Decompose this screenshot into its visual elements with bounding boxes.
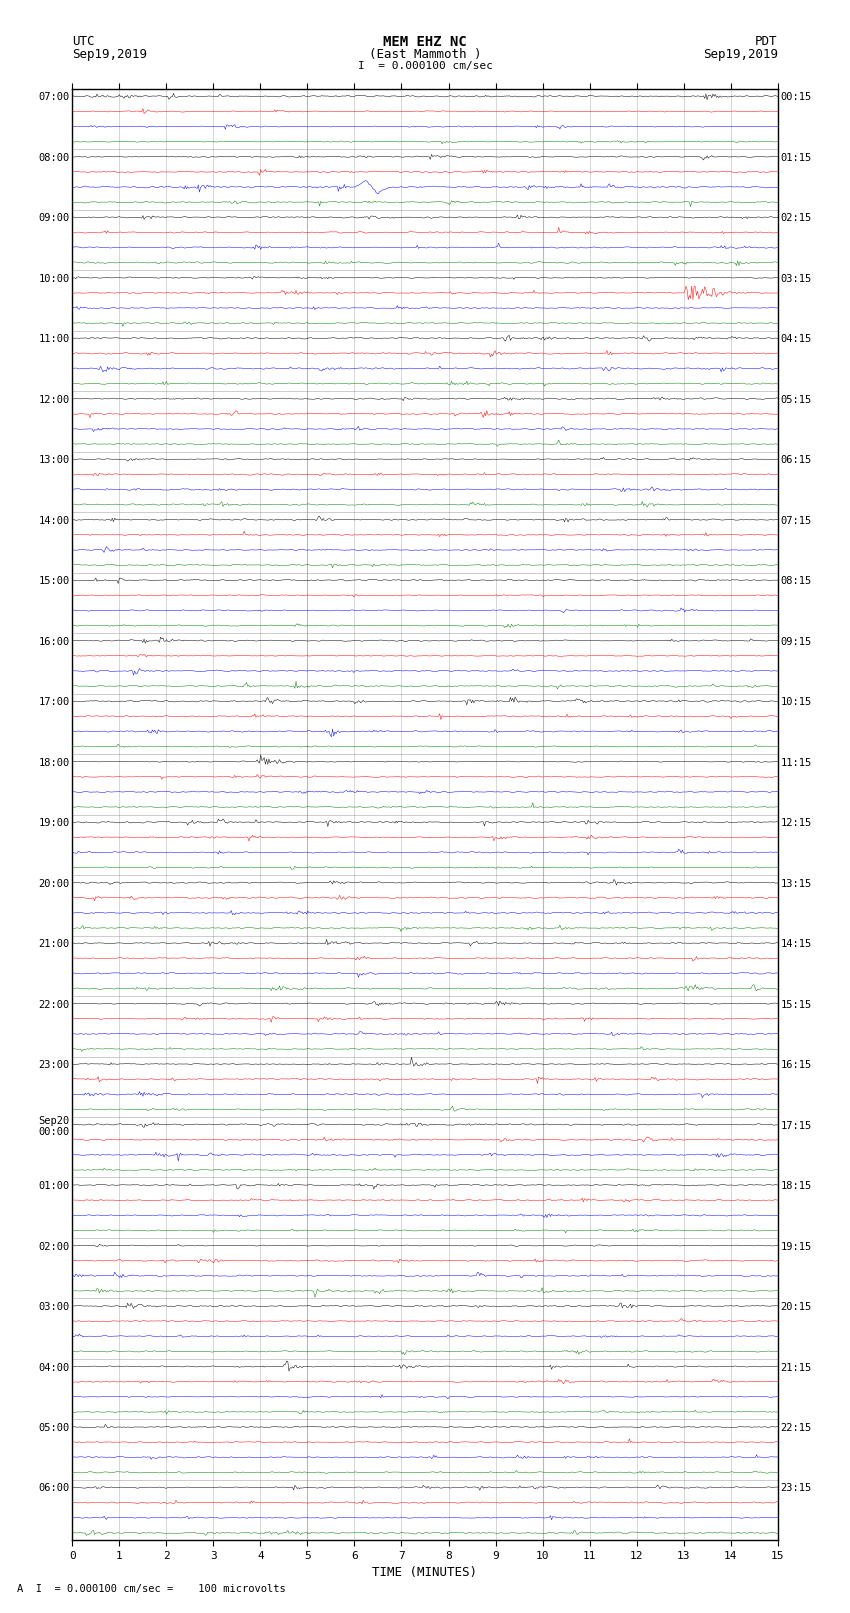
Text: I  = 0.000100 cm/sec: I = 0.000100 cm/sec — [358, 61, 492, 71]
Text: Sep19,2019: Sep19,2019 — [703, 48, 778, 61]
Text: (East Mammoth ): (East Mammoth ) — [369, 48, 481, 61]
X-axis label: TIME (MINUTES): TIME (MINUTES) — [372, 1566, 478, 1579]
Text: UTC: UTC — [72, 35, 94, 48]
Text: PDT: PDT — [756, 35, 778, 48]
Text: A  I  = 0.000100 cm/sec =    100 microvolts: A I = 0.000100 cm/sec = 100 microvolts — [17, 1584, 286, 1594]
Text: Sep19,2019: Sep19,2019 — [72, 48, 147, 61]
Text: MEM EHZ NC: MEM EHZ NC — [383, 35, 467, 50]
